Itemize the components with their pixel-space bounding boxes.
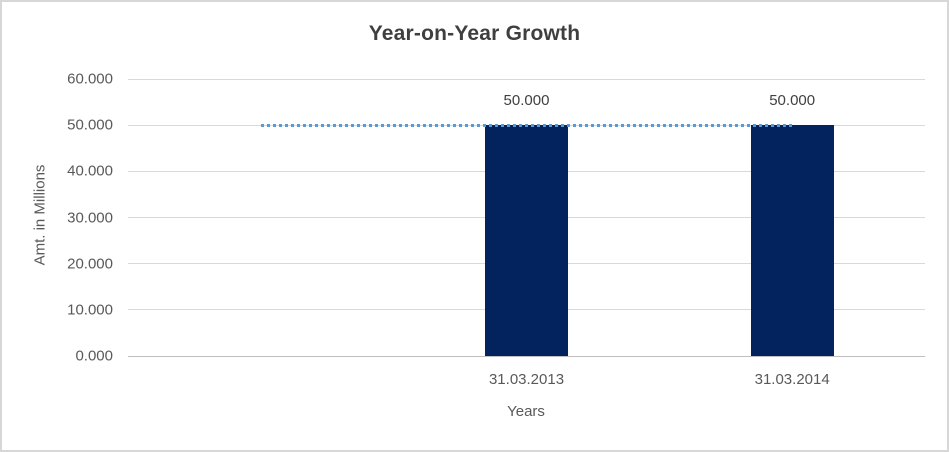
y-tick-label: 20.000	[67, 255, 113, 273]
bar-data-label: 50.000	[769, 92, 816, 110]
y-tick-label: 10.000	[67, 301, 113, 319]
y-tick-label: 0.000	[75, 347, 113, 365]
y-tick-label: 40.000	[67, 162, 113, 180]
bar	[485, 125, 568, 356]
reference-line	[260, 123, 793, 127]
bar	[750, 125, 834, 356]
y-gridline	[128, 355, 925, 357]
bar-data-label: 50.000	[503, 92, 550, 110]
y-tick-label: 60.000	[67, 70, 113, 88]
x-tick-label: 31.03.2014	[754, 371, 830, 388]
y-tick-label: 30.000	[67, 209, 113, 226]
chart-title: Year-on-Year Growth	[368, 22, 581, 45]
y-tick-label: 50.000	[67, 116, 113, 134]
x-axis-title: Years	[507, 403, 545, 420]
y-gridline	[128, 78, 925, 80]
x-tick-label: 31.03.2013	[488, 371, 565, 388]
